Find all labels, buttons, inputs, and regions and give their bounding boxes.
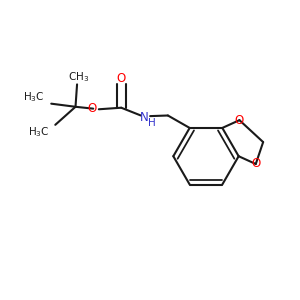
Text: O: O: [117, 72, 126, 85]
Text: N: N: [140, 110, 149, 124]
Text: H: H: [148, 118, 156, 128]
Text: O: O: [251, 158, 260, 170]
Text: H$_3$C: H$_3$C: [23, 91, 44, 104]
Text: H$_3$C: H$_3$C: [28, 125, 50, 139]
Text: O: O: [87, 102, 96, 115]
Text: O: O: [235, 114, 244, 127]
Text: CH$_3$: CH$_3$: [68, 70, 89, 84]
